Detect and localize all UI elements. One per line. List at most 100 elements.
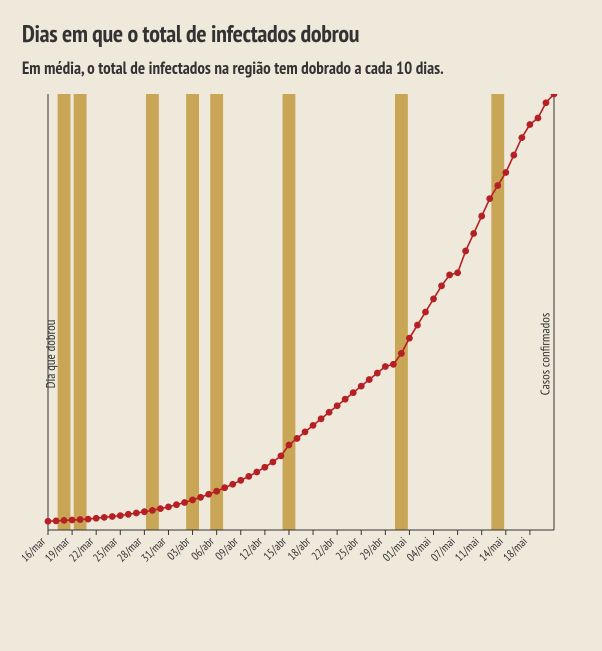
x-tick: 07/mai	[428, 534, 459, 565]
data-point	[165, 503, 172, 510]
x-tick: 31/mar	[138, 534, 170, 566]
data-point	[269, 459, 276, 466]
x-tick: 19/mar	[42, 534, 74, 566]
data-point	[390, 361, 397, 368]
doubling-bar	[395, 94, 408, 530]
data-point	[462, 247, 469, 254]
x-tick: 22/mar	[66, 534, 98, 566]
data-point	[197, 494, 204, 501]
data-point	[438, 282, 445, 289]
svg-text:19/mar: 19/mar	[42, 534, 74, 566]
data-point	[382, 363, 389, 370]
data-point	[406, 335, 413, 342]
x-tick: 12/abr	[236, 534, 266, 564]
data-point	[189, 496, 196, 503]
data-point	[318, 415, 325, 422]
data-point	[310, 422, 317, 429]
svg-text:14/mai: 14/mai	[476, 534, 507, 565]
svg-text:31/mar: 31/mar	[138, 534, 170, 566]
x-tick: 06/abr	[188, 534, 218, 564]
data-point	[326, 409, 333, 416]
doubling-bar	[491, 94, 504, 530]
data-point	[117, 512, 124, 519]
data-point	[141, 508, 148, 515]
data-point	[61, 517, 68, 524]
x-tick: 18/mai	[500, 534, 531, 565]
data-point	[510, 152, 517, 159]
svg-text:29/abr: 29/abr	[357, 534, 387, 564]
data-point	[398, 350, 405, 357]
data-point	[221, 484, 228, 491]
x-tick: 28/mar	[114, 534, 146, 566]
x-tick: 15/abr	[260, 534, 290, 564]
svg-text:03/abr: 03/abr	[164, 534, 194, 564]
data-point	[149, 507, 156, 514]
svg-text:16/mar: 16/mar	[22, 534, 49, 566]
data-point	[77, 516, 84, 523]
svg-text:22/abr: 22/abr	[309, 534, 339, 564]
data-point	[93, 515, 100, 522]
data-point	[181, 499, 188, 506]
x-tick: 11/mai	[452, 534, 483, 565]
data-point	[422, 309, 429, 316]
svg-text:09/abr: 09/abr	[212, 534, 242, 564]
data-point	[278, 452, 285, 459]
chart-svg: 16/mar19/mar22/mar25/mar28/mar31/mar03/a…	[22, 94, 580, 614]
data-point	[85, 516, 92, 523]
data-point	[125, 511, 132, 518]
data-point	[342, 396, 349, 403]
svg-text:25/mar: 25/mar	[90, 534, 122, 566]
data-point	[302, 428, 309, 435]
x-tick: 03/abr	[164, 534, 194, 564]
data-point	[157, 505, 164, 512]
svg-text:06/abr: 06/abr	[188, 534, 218, 564]
doubling-bar	[186, 94, 199, 530]
data-point	[45, 518, 52, 525]
x-tick: 25/abr	[333, 534, 363, 564]
data-point	[502, 169, 509, 176]
data-point	[414, 322, 421, 329]
chart-title: Dias em que o total de infectados dobrou	[22, 18, 580, 49]
data-point	[454, 269, 461, 276]
data-point	[535, 115, 542, 122]
data-point	[69, 517, 76, 524]
data-point	[229, 481, 236, 488]
data-point	[245, 473, 252, 480]
data-point	[253, 469, 260, 476]
data-point	[527, 121, 534, 128]
data-point	[109, 513, 116, 520]
svg-text:15/abr: 15/abr	[260, 534, 290, 564]
data-point	[494, 182, 501, 189]
x-tick: 29/abr	[357, 534, 387, 564]
data-point	[173, 501, 180, 508]
y-axis-label-left: Dia que dobrou	[42, 320, 59, 389]
svg-text:04/mai: 04/mai	[404, 534, 435, 565]
doubling-bar	[210, 94, 223, 530]
svg-text:18/abr: 18/abr	[285, 534, 315, 564]
data-point	[518, 134, 525, 141]
doubling-bar	[74, 94, 87, 530]
svg-text:25/abr: 25/abr	[333, 534, 363, 564]
svg-text:11/mai: 11/mai	[452, 534, 483, 565]
svg-text:01/mai: 01/mai	[380, 534, 411, 565]
doubling-bar	[283, 94, 296, 530]
svg-text:22/mar: 22/mar	[66, 534, 98, 566]
data-point	[358, 383, 365, 390]
doubling-bar	[146, 94, 159, 530]
x-tick: 22/abr	[309, 534, 339, 564]
data-point	[213, 488, 220, 495]
series-line	[48, 94, 554, 521]
data-point	[543, 99, 550, 106]
data-point	[237, 477, 244, 484]
data-point	[486, 195, 493, 202]
x-tick: 01/mai	[380, 534, 411, 565]
data-point	[366, 376, 373, 383]
chart-area: Dia que dobrou Casos confirmados 16/mar1…	[22, 94, 580, 614]
x-tick: 14/mai	[476, 534, 507, 565]
data-point	[101, 514, 108, 521]
svg-text:18/mai: 18/mai	[500, 534, 531, 565]
data-point	[350, 389, 357, 396]
x-tick: 25/mar	[90, 534, 122, 566]
svg-text:28/mar: 28/mar	[114, 534, 146, 566]
y-axis-label-right: Casos confirmados	[536, 313, 553, 395]
